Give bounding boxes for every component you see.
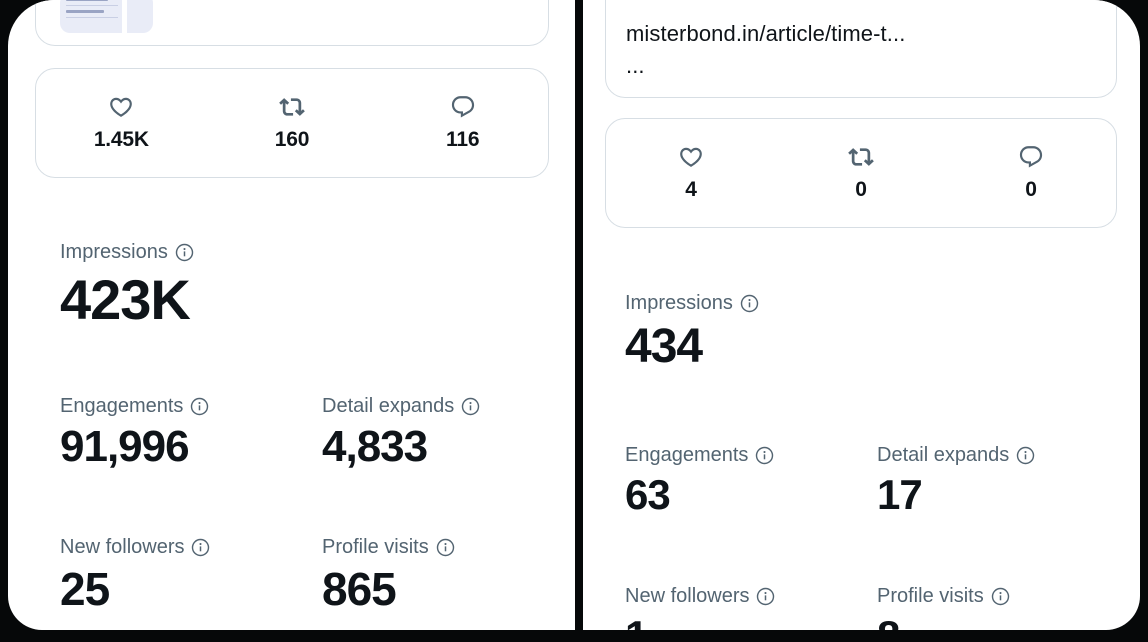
info-icon[interactable] xyxy=(1016,446,1035,465)
retweets-stat[interactable]: 160 xyxy=(207,94,378,153)
post-link-text[interactable]: misterbond.in/article/time-t... xyxy=(626,21,906,46)
analytics-panel-right: misterbond.in/article/time-t... ... 4 0 … xyxy=(583,0,1140,630)
info-icon[interactable] xyxy=(175,243,194,262)
retweets-count: 160 xyxy=(274,127,310,151)
metric-engagements: Engagements 91,996 xyxy=(60,394,209,473)
metric-impressions: Impressions 434 xyxy=(625,291,759,374)
thumbnail-gap xyxy=(122,0,127,33)
metric-value: 25 xyxy=(60,563,110,615)
metric-profile-visits: Profile visits 865 xyxy=(322,535,455,616)
replies-count: 116 xyxy=(446,127,480,151)
post-text-ellipsis: ... xyxy=(626,53,645,78)
metric-label: New followers xyxy=(625,585,750,607)
metric-profile-visits: Profile visits 8 xyxy=(877,584,1010,630)
info-icon[interactable] xyxy=(740,294,759,313)
metric-label: Impressions xyxy=(60,241,168,263)
metric-label: New followers xyxy=(60,536,185,558)
metric-detail-expands: Detail expands 17 xyxy=(877,443,1035,519)
analytics-panel-left: 1.45K 160 116 Impressions 423K Engagemen… xyxy=(8,0,575,630)
metric-label: Engagements xyxy=(625,444,749,466)
retweet-icon xyxy=(848,144,874,170)
metric-label: Engagements xyxy=(60,395,184,417)
reply-icon xyxy=(450,94,476,120)
metric-value: 4,833 xyxy=(322,422,428,471)
thumbnail-text-line xyxy=(66,10,104,13)
replies-stat[interactable]: 116 xyxy=(377,94,548,153)
reply-icon xyxy=(1018,144,1044,170)
info-icon[interactable] xyxy=(191,538,210,557)
replies-count: 0 xyxy=(1025,177,1037,201)
likes-stat[interactable]: 1.45K xyxy=(36,94,207,153)
metric-value: 8 xyxy=(877,612,1010,630)
metric-label: Detail expands xyxy=(322,395,455,417)
metric-value: 865 xyxy=(322,563,397,615)
info-icon[interactable] xyxy=(991,587,1010,606)
metric-new-followers: New followers 25 xyxy=(60,535,210,616)
post-text-card[interactable]: misterbond.in/article/time-t... ... xyxy=(605,0,1117,98)
retweet-icon xyxy=(279,94,305,120)
metric-engagements: Engagements 63 xyxy=(625,443,774,519)
thumbnail-text-line xyxy=(66,0,108,1)
metric-label: Profile visits xyxy=(877,585,984,607)
info-icon[interactable] xyxy=(756,587,775,606)
metric-value: 1 xyxy=(625,612,775,630)
heart-icon xyxy=(678,144,704,170)
likes-count: 4 xyxy=(685,177,697,201)
metric-impressions: Impressions 423K xyxy=(60,240,194,332)
heart-icon xyxy=(108,94,134,120)
thumbnail-divider xyxy=(66,17,118,18)
info-icon[interactable] xyxy=(755,446,774,465)
metric-label: Detail expands xyxy=(877,444,1010,466)
metric-value: 91,996 xyxy=(60,422,190,471)
metric-value: 423K xyxy=(60,268,191,331)
metric-value: 63 xyxy=(625,471,671,518)
metric-detail-expands: Detail expands 4,833 xyxy=(322,394,480,473)
engagement-stats-card: 4 0 0 xyxy=(605,118,1117,228)
replies-stat[interactable]: 0 xyxy=(946,144,1116,203)
info-icon[interactable] xyxy=(461,397,480,416)
likes-stat[interactable]: 4 xyxy=(606,144,776,203)
post-media-thumbnail[interactable] xyxy=(60,0,153,33)
info-icon[interactable] xyxy=(190,397,209,416)
retweets-count: 0 xyxy=(855,177,867,201)
retweets-stat[interactable]: 0 xyxy=(776,144,946,203)
metric-label: Profile visits xyxy=(322,536,429,558)
engagement-stats-card: 1.45K 160 116 xyxy=(35,68,549,178)
metric-value: 17 xyxy=(877,471,923,518)
metric-label: Impressions xyxy=(625,292,733,314)
thumbnail-divider xyxy=(66,5,118,6)
post-media-card[interactable] xyxy=(35,0,549,46)
info-icon[interactable] xyxy=(436,538,455,557)
likes-count: 1.45K xyxy=(93,127,149,151)
metric-new-followers: New followers 1 xyxy=(625,584,775,630)
metric-value: 434 xyxy=(625,320,703,373)
